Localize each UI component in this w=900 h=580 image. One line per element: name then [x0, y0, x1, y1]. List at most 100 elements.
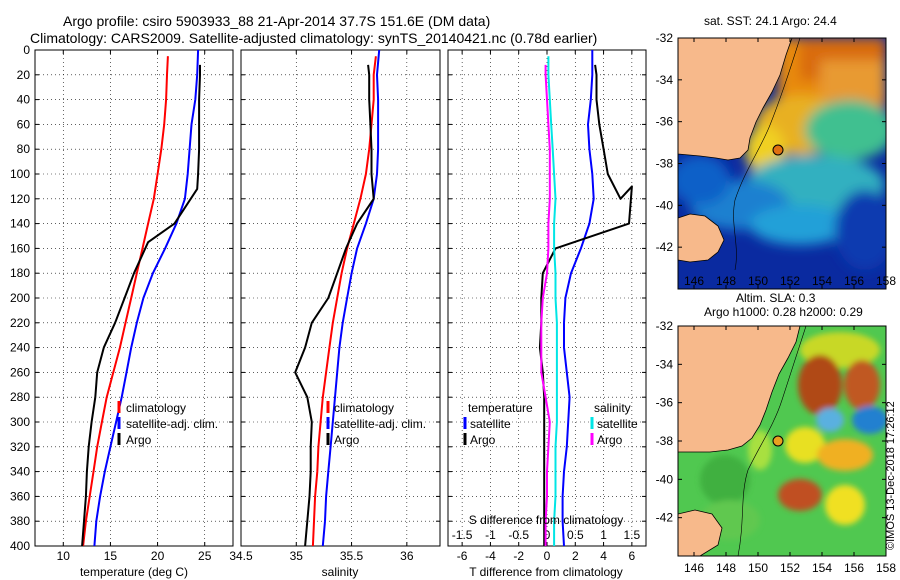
lon-tick-label: 158: [876, 561, 896, 575]
lat-tick-label: -42: [656, 240, 674, 254]
legend-label-satellite: satellite-adj. clim.: [126, 417, 218, 431]
lat-tick-label: -36: [656, 115, 674, 129]
depth-tick-label: 220: [10, 316, 30, 330]
lat-tick-label: -34: [656, 357, 674, 371]
lon-tick-label: 148: [716, 561, 736, 575]
depth-tick-label: 300: [10, 415, 30, 429]
figure-title-line2: Climatology: CARS2009. Satellite-adjuste…: [30, 30, 597, 46]
sla-land-mainland: [678, 326, 801, 453]
series-argo: [81, 64, 201, 546]
series-t-argo: [538, 64, 633, 546]
legend-label-climatology: climatology: [126, 401, 186, 415]
x-tick-label: 6: [629, 549, 636, 563]
difference-legend-salinity: salinity satellite Argo: [590, 401, 638, 447]
sla-map-lon-ticks: 146 148 150 152 154 156 158: [684, 326, 896, 575]
x-tick-label: 4: [600, 549, 607, 563]
lat-tick-label: -40: [656, 198, 674, 212]
legend-label-s-argo: Argo: [597, 433, 623, 447]
x-tick-label: -6: [457, 549, 468, 563]
x-tick-label: 34.5: [229, 549, 253, 563]
series-satellite-adj-clim: [321, 50, 381, 546]
difference-series: [538, 50, 633, 546]
depth-tick-label: 340: [10, 465, 30, 479]
legend-label-t-satellite: satellite: [470, 417, 511, 431]
lon-tick-label: 150: [748, 561, 768, 575]
temperature-x-ticks: 10 15 20 25: [57, 50, 212, 563]
lon-tick-label: 152: [780, 561, 800, 575]
series-satellite-adj-clim: [93, 50, 200, 546]
depth-tick-label: 100: [10, 167, 30, 181]
legend-title-salinity: salinity: [594, 401, 631, 415]
lat-tick-label: -34: [656, 73, 674, 87]
x-tick-label: 25: [198, 549, 212, 563]
lon-tick-label: 152: [780, 274, 800, 288]
depth-tick-label: 40: [17, 93, 31, 107]
depth-tick-label: 380: [10, 514, 30, 528]
depth-tick-labels: 0 20 40 60 80 100 120 140 160 180 200 220 240 260 280 3…: [10, 43, 30, 553]
temperature-series: [81, 50, 201, 546]
sst-map-lat-ticks: -32 -34 -36 -38 -40 -42: [656, 31, 886, 254]
salinity-x-label: salinity: [322, 565, 359, 579]
depth-tick-label: 60: [17, 117, 31, 131]
x-tick-label: 35: [290, 549, 304, 563]
lat-tick-label: -32: [656, 31, 674, 45]
lat-tick-label: -36: [656, 396, 674, 410]
depth-tick-label: 280: [10, 390, 30, 404]
sla-argo-float-marker: [772, 435, 784, 447]
x2-tick-label: 1: [600, 528, 607, 542]
sla-map-title-line1: Altim. SLA: 0.3: [736, 291, 816, 305]
series-s-argo: [540, 64, 551, 546]
lat-tick-label: -38: [656, 434, 674, 448]
lat-tick-label: -32: [656, 319, 674, 333]
sla-map: Altim. SLA: 0.3 Argo h1000: 0.28 h2000: …: [656, 291, 897, 575]
sla-map-image: [678, 326, 886, 556]
x-tick-label: 36: [400, 549, 414, 563]
series-s-satellite: [547, 56, 558, 546]
legend-label-t-argo: Argo: [470, 433, 496, 447]
lon-tick-label: 158: [876, 274, 896, 288]
x2-tick-label: -1: [485, 528, 496, 542]
difference-legend-temperature: temperature satellite Argo: [463, 401, 533, 447]
sla-land-tasmania: [678, 509, 723, 556]
sst-map-image: [678, 38, 886, 289]
sla-map-lat-ticks: -32 -34 -36 -38 -40 -42: [656, 319, 886, 525]
depth-tick-label: 400: [10, 539, 30, 553]
legend-label-climatology: climatology: [334, 401, 394, 415]
legend-label-satellite: satellite-adj. clim.: [334, 417, 426, 431]
temperature-difference-x-label: T difference from climatology: [469, 565, 623, 579]
x2-tick-label: 0.5: [567, 528, 584, 542]
depth-tick-label: 160: [10, 241, 30, 255]
sst-map-title: sat. SST: 24.1 Argo: 24.4: [704, 14, 837, 28]
salinity-legend: climatology satellite-adj. clim. Argo: [326, 401, 426, 447]
difference-panel: -6 -4 -2 0 2 4 6 -1.5 -1 -0.5 0 0.5 1 1.5 temperatur…: [447, 49, 647, 579]
depth-tick-label: 200: [10, 291, 30, 305]
x-tick-label: 10: [57, 549, 71, 563]
salinity-grid: [240, 49, 440, 547]
lon-tick-label: 146: [684, 274, 704, 288]
lon-tick-label: 150: [748, 274, 768, 288]
sst-map: sat. SST: 24.1 Argo: 24.4 146 148 1: [656, 14, 896, 290]
temperature-panel: 0 20 40 60 80 100 120 140 160 180 200 220 240 260 280 3…: [10, 43, 234, 579]
salinity-x-ticks: 34.5 35 35.5 36: [229, 50, 414, 563]
depth-tick-label: 240: [10, 341, 30, 355]
figure-title-line1: Argo profile: csiro 5903933_88 21-Apr-20…: [63, 13, 490, 29]
x-tick-label: 20: [151, 549, 165, 563]
depth-tick-label: 120: [10, 192, 30, 206]
depth-tick-label: 260: [10, 365, 30, 379]
x-tick-label: 0: [544, 549, 551, 563]
sst-map-lon-ticks: 146 148 150 152 154 156 158: [684, 38, 896, 289]
x-tick-label: -4: [485, 549, 496, 563]
legend-label-s-satellite: satellite: [597, 417, 638, 431]
depth-tick-label: 360: [10, 489, 30, 503]
depth-tick-label: 20: [17, 68, 31, 82]
x-tick-label: 15: [104, 549, 118, 563]
difference-x-ticks: -6 -4 -2 0 2 4 6: [457, 50, 636, 563]
x2-tick-label: 1.5: [624, 528, 641, 542]
sst-argo-float-marker: [772, 144, 784, 156]
sst-land-tasmania: [678, 213, 725, 263]
legend-label-argo: Argo: [126, 433, 152, 447]
lon-tick-label: 146: [684, 561, 704, 575]
salinity-difference-x-label: S difference from climatology: [469, 513, 624, 527]
depth-tick-label: 80: [17, 142, 31, 156]
